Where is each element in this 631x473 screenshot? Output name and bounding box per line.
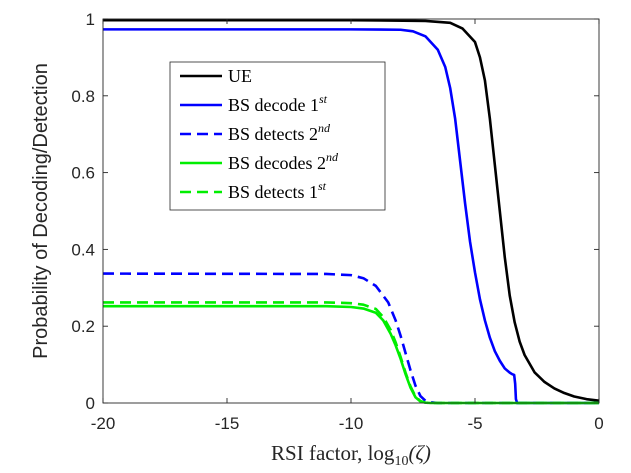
legend-label-5: BS detects 1st (228, 179, 327, 202)
x-tick-label: -10 (339, 414, 364, 433)
x-tick-label: -5 (467, 414, 482, 433)
x-axis-title-argument: (ζ) (408, 441, 431, 465)
legend-label-2: BS decode 1st (228, 92, 328, 115)
legend-label-4: BS decodes 2nd (228, 150, 339, 173)
y-tick-label: 0.4 (71, 240, 95, 259)
series-line-5 (103, 301, 599, 405)
legend-label-superscript: st (318, 179, 327, 193)
legend-label-main: BS decodes 2 (228, 153, 326, 173)
series-layer (102, 18, 600, 405)
x-axis-title: RSI factor, log10(ζ) (271, 441, 431, 469)
y-tick-label: 1 (86, 10, 95, 29)
legend-label-1: UE (228, 66, 252, 86)
series-line-3 (102, 272, 599, 405)
ticks-layer: -20 -15 -10 -5 0 0 0.2 0.4 0.6 0.8 1 (71, 10, 603, 433)
y-tick-label: 0.6 (71, 164, 95, 183)
y-tick-label: 0 (86, 394, 95, 413)
legend-label-main: BS detects 2 (228, 124, 318, 144)
legend-label-superscript: nd (326, 150, 339, 164)
x-tick-label: -15 (215, 414, 240, 433)
legend-box (169, 61, 386, 211)
legend-label-main: UE (228, 66, 252, 86)
y-tick-label: 0.8 (71, 87, 95, 106)
x-tick-label: -20 (91, 414, 116, 433)
y-axis-title: Probability of Decoding/Detection (30, 63, 52, 359)
legend-label-superscript: nd (318, 121, 331, 135)
x-tick-label: 0 (594, 414, 603, 433)
y-tick-label: 0.2 (71, 317, 95, 336)
x-axis-title-main: RSI factor, log (271, 441, 395, 465)
legend-label-main: BS detects 1 (228, 182, 318, 202)
series-line-2 (103, 28, 599, 405)
series-line-1 (103, 18, 600, 402)
legend-label-superscript: st (319, 92, 328, 106)
legend-label-main: BS decode 1 (228, 95, 319, 115)
x-axis-title-subscript: 10 (394, 454, 408, 469)
legend-label-3: BS detects 2nd (228, 121, 331, 144)
